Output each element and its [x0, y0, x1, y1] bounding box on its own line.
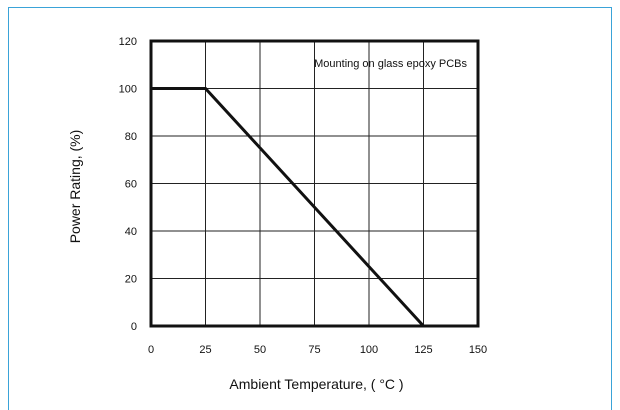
- y-tick-label: 80: [125, 131, 137, 143]
- y-tick-label: 40: [125, 226, 137, 238]
- annotation-text: Mounting on glass epoxy PCBs: [314, 58, 467, 70]
- y-axis-title: Power Rating, (%): [67, 130, 83, 244]
- x-tick-label: 125: [414, 344, 432, 356]
- y-tick-label: 60: [125, 179, 137, 191]
- y-tick-label: 20: [125, 274, 137, 286]
- grid-lines: [150, 40, 479, 327]
- x-axis-title: Ambient Temperature, ( °C ): [229, 376, 403, 392]
- y-tick-label: 0: [131, 321, 137, 333]
- x-tick-labels: 0 25 50 75 100 125 150: [148, 344, 487, 356]
- x-tick-label: 0: [148, 344, 154, 356]
- power-derating-line: [151, 87, 425, 328]
- x-tick-label: 50: [254, 344, 266, 356]
- plot-area: [149, 39, 480, 328]
- figure-frame: [8, 7, 612, 410]
- y-tick-labels: 0 20 40 60 80 100 120: [119, 36, 137, 333]
- x-tick-label: 150: [469, 344, 487, 356]
- x-tick-label: 75: [308, 344, 320, 356]
- y-tick-label: 120: [119, 36, 137, 48]
- x-tick-label: 25: [199, 344, 211, 356]
- y-tick-label: 100: [119, 84, 137, 96]
- x-tick-label: 100: [360, 344, 378, 356]
